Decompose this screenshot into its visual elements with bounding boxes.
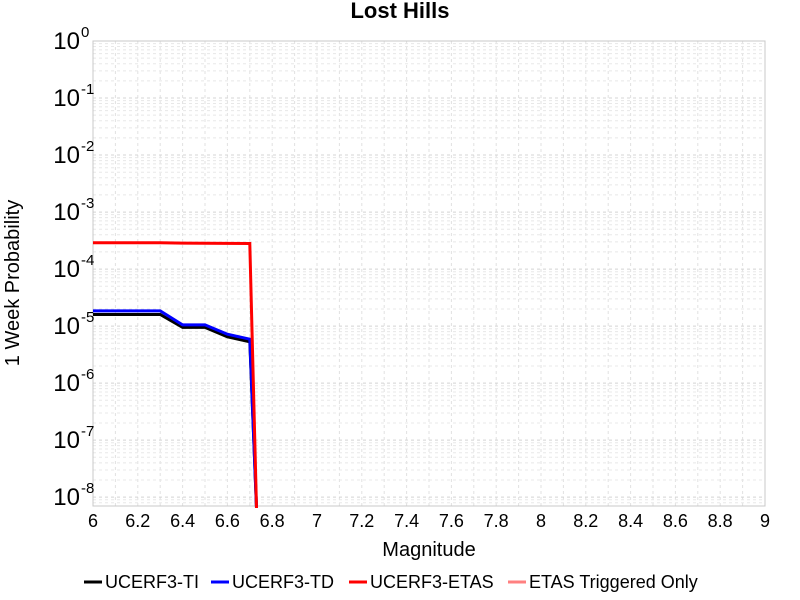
legend-item-etas-triggered-only: ETAS Triggered Only [508, 572, 698, 592]
y-tick-label: 10 0 [53, 24, 89, 55]
chart-title: Lost Hills [350, 0, 449, 23]
legend-label: ETAS Triggered Only [529, 572, 698, 592]
x-tick-label: 7.4 [394, 511, 419, 531]
y-tick-label: 10 -3 [53, 195, 94, 226]
y-axis-label: 1 Week Probability [2, 200, 24, 366]
x-tick-label: 7.2 [349, 511, 374, 531]
y-tick-label: 10 -8 [53, 480, 94, 511]
legend-item-ucerf3-etas: UCERF3-ETAS [349, 572, 494, 592]
y-tick-label: 10 -5 [53, 309, 94, 340]
y-tick-base: 10 [53, 199, 80, 226]
x-axis-label: Magnitude [382, 539, 475, 561]
x-tick-label: 8.2 [573, 511, 598, 531]
legend-item-ucerf3-td: UCERF3-TD [211, 572, 334, 592]
y-tick-exponent: -3 [81, 195, 94, 212]
y-tick-exponent: -4 [81, 252, 94, 269]
y-tick-base: 10 [53, 427, 80, 454]
y-tick-exponent: -7 [81, 423, 94, 440]
y-tick-label: 10 -7 [53, 423, 94, 454]
y-tick-exponent: -8 [81, 480, 94, 497]
y-tick-label: 10 -4 [53, 252, 94, 283]
legend-label: UCERF3-TI [105, 572, 199, 592]
x-tick-label: 7.6 [439, 511, 464, 531]
x-tick-label: 8.8 [708, 511, 733, 531]
x-axis-ticks: 6 6.2 6.4 6.6 6.8 7 7.2 7.4 7.6 7.8 8 8.2 8.4 8.6 8.8 9 [88, 511, 770, 531]
legend: UCERF3-TI UCERF3-TD UCERF3-ETAS ETAS Trigge… [84, 572, 698, 592]
legend-label: UCERF3-ETAS [370, 572, 494, 592]
x-tick-label: 6 [88, 511, 98, 531]
x-tick-label: 6.2 [125, 511, 150, 531]
x-tick-label: 6.8 [260, 511, 285, 531]
series-line-ucerf3-ti [93, 313, 258, 509]
x-tick-label: 7 [312, 511, 322, 531]
y-tick-base: 10 [53, 142, 80, 169]
plot-area [92, 40, 766, 507]
y-tick-exponent: -1 [81, 81, 94, 98]
y-tick-exponent: -2 [81, 138, 94, 155]
series-line-ucerf3-td [93, 309, 258, 509]
x-tick-label: 7.8 [484, 511, 509, 531]
y-tick-base: 10 [53, 370, 80, 397]
y-tick-base: 10 [53, 85, 80, 112]
y-tick-base: 10 [53, 313, 80, 340]
y-tick-exponent: -6 [81, 366, 94, 383]
y-tick-label: 10 -6 [53, 366, 94, 397]
grid [92, 40, 766, 507]
legend-label: UCERF3-TD [232, 572, 334, 592]
y-tick-base: 10 [53, 28, 80, 55]
x-tick-label: 6.6 [215, 511, 240, 531]
x-tick-label: 8.6 [663, 511, 688, 531]
y-tick-label: 10 -1 [53, 81, 94, 112]
x-tick-label: 6.4 [170, 511, 195, 531]
y-tick-base: 10 [53, 256, 80, 283]
y-tick-label: 10 -2 [53, 138, 94, 169]
x-tick-label: 8 [536, 511, 546, 531]
series-layer [93, 241, 258, 509]
y-tick-exponent: -5 [81, 309, 94, 326]
legend-item-ucerf3-ti: UCERF3-TI [84, 572, 199, 592]
series-line-ucerf3-etas [93, 241, 258, 509]
y-tick-exponent: 0 [81, 24, 89, 41]
x-tick-label: 8.4 [618, 511, 643, 531]
y-tick-base: 10 [53, 484, 80, 511]
x-tick-label: 9 [760, 511, 770, 531]
